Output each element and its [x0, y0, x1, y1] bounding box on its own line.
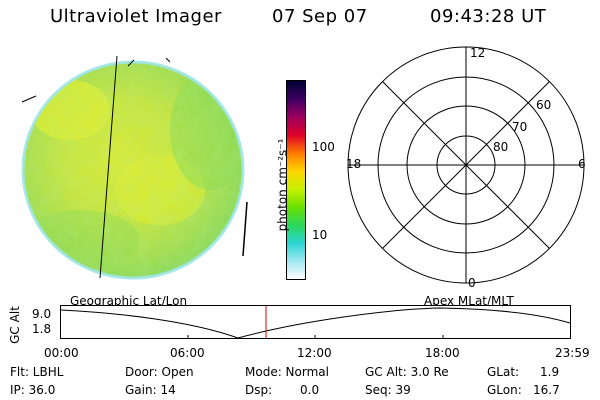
timeline-tick-2: 12:00 [297, 346, 332, 360]
timeline-ylabel: GC Alt [7, 306, 22, 344]
glat-label: GLat: [487, 365, 520, 379]
mlat-70-label: 70 [512, 120, 528, 134]
polar-grid [347, 46, 585, 284]
date-display: 07 Sep 07 [272, 6, 368, 27]
dsp-value: 0.0 [300, 383, 320, 397]
apex-label: Apex MLat/MLT [424, 294, 514, 308]
glon-value: 16.7 [533, 383, 560, 397]
geographic-label: Geographic Lat/Lon [70, 294, 188, 308]
glat-value: 1.9 [540, 365, 560, 379]
mlt-0-label: 0 [468, 276, 476, 290]
mode-status: Mode: Normal [245, 365, 329, 379]
mlt-18-label: 18 [346, 157, 362, 171]
timeline-y-bottom: 1.8 [32, 322, 52, 336]
dsp-label: Dsp: [245, 383, 273, 397]
mlt-6-label: 6 [578, 157, 586, 171]
color-scale-gradient [287, 81, 305, 279]
mlat-80-label: 80 [493, 140, 509, 154]
timeline-tick-4: 23:59 [555, 346, 590, 360]
glon-label: GLon: [487, 383, 522, 397]
timeline-tick-0: 00:00 [44, 346, 79, 360]
colorbar-tick-10: 10 [312, 228, 328, 242]
polar-diagonal-2 [382, 81, 550, 249]
limb-edge [21, 60, 245, 280]
gain-status: Gain: 14 [125, 383, 176, 397]
seq-status: Seq: 39 [365, 383, 411, 397]
color-scale-bar [286, 80, 306, 280]
orbit-altitude-plot [60, 305, 571, 339]
mlt-12-label: 12 [470, 46, 486, 60]
mlat-60-label: 60 [536, 98, 552, 112]
filter-status: Flt: LBHL [10, 365, 64, 379]
meridian-line [99, 55, 118, 279]
timeline-tick-3: 18:00 [425, 346, 460, 360]
door-status: Door: Open [125, 365, 194, 379]
earth-disk-image [21, 55, 248, 280]
app-title: Ultraviolet Imager [50, 6, 222, 27]
timeline-y-top: 9.0 [32, 307, 52, 321]
colorbar-tick-100: 100 [312, 140, 335, 154]
timeline-tick-1: 06:00 [170, 346, 205, 360]
time-display: 09:43:28 UT [430, 6, 547, 27]
gc-alt-status: GC Alt: 3.0 Re [365, 365, 449, 379]
colorbar-units-label: photon cm⁻²s⁻¹ [275, 138, 290, 232]
ip-status: IP: 36.0 [10, 383, 56, 397]
altitude-curve [60, 307, 571, 339]
